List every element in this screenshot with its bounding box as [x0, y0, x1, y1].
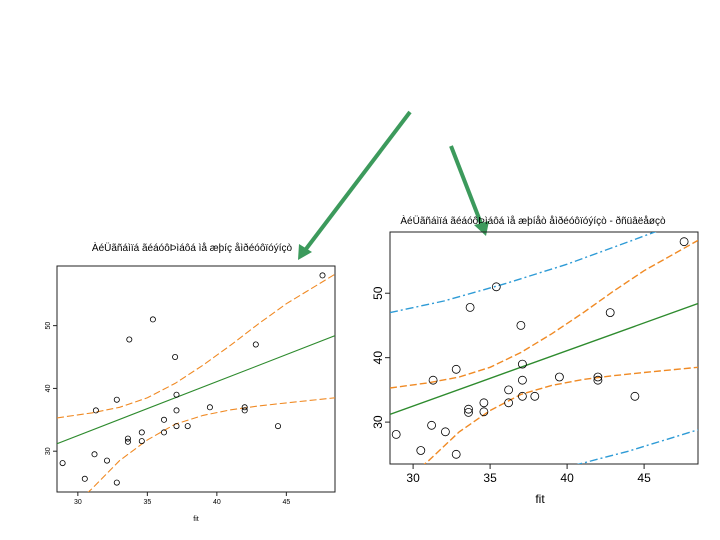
data-point: [479, 398, 489, 408]
data-point: [138, 438, 145, 445]
data-point: [440, 427, 450, 437]
data-point: [124, 435, 131, 442]
data-point: [391, 429, 401, 439]
data-point: [518, 375, 527, 385]
data-point: [173, 391, 180, 398]
annotation-arrows: [298, 110, 489, 260]
x-axis-label: fit: [535, 492, 545, 506]
data-point: [679, 237, 689, 247]
data-point: [172, 353, 179, 360]
data-point: [274, 423, 281, 430]
data-point: [630, 391, 640, 401]
x-tick-label: 45: [637, 471, 651, 485]
data-point: [451, 449, 461, 459]
y-tick-label: 40: [45, 384, 52, 392]
x-tick-label: 30: [74, 499, 82, 506]
data-point: [138, 429, 145, 436]
band-lines: [390, 232, 698, 464]
y-tick-label: 40: [371, 351, 385, 365]
band-lines: [57, 273, 335, 492]
data-point: [451, 364, 461, 374]
data-point: [427, 420, 437, 430]
data-point: [173, 407, 180, 414]
chart-title: ÀéÜãñáìïá ãéáóôÞìáôá ìå æþíåò åìðéóôïóýí…: [400, 214, 666, 227]
x-tick-label: 35: [483, 471, 497, 485]
y-tick-label: 30: [45, 447, 52, 455]
chart-confidence-prediction-bands: ÀéÜãñáìïá ãéáóôÞìáôá ìå æþíåò åìðéóôïóýí…: [371, 214, 699, 506]
x-tick-label: 30: [406, 471, 420, 485]
data-point: [491, 282, 501, 292]
data-point: [555, 372, 564, 382]
y-tick-label: 50: [45, 322, 52, 330]
data-point: [479, 407, 489, 417]
arrow-to-left-chart: [301, 110, 412, 255]
confidence-band-upper: [57, 273, 335, 419]
data-point: [593, 372, 603, 382]
data-point: [59, 460, 66, 467]
data-point: [518, 359, 527, 369]
data-point: [149, 316, 156, 323]
data-point: [92, 407, 99, 414]
plot-frame: [56, 265, 336, 493]
data-point: [464, 407, 473, 417]
data-point: [104, 457, 111, 464]
data-point: [530, 391, 540, 401]
data-point: [113, 479, 120, 486]
data-point: [464, 404, 473, 414]
fit-line: [57, 335, 335, 445]
data-point: [504, 398, 514, 408]
x-tick-label: 35: [143, 499, 151, 506]
data-point: [518, 391, 527, 401]
fit-line: [390, 302, 698, 416]
confidence-band-upper: [390, 239, 698, 389]
data-point: [126, 336, 133, 343]
data-point: [605, 308, 615, 318]
prediction-band-upper: [390, 232, 657, 314]
data-point: [160, 416, 167, 423]
data-point: [319, 272, 326, 279]
x-axis-label: fit: [193, 516, 199, 523]
prediction-band-lower: [576, 429, 698, 464]
data-point: [184, 423, 191, 430]
data-point: [416, 446, 426, 455]
data-point: [252, 341, 259, 348]
data-point: [173, 423, 180, 430]
data-point: [91, 451, 98, 458]
y-tick-label: 30: [371, 415, 385, 429]
data-point: [241, 407, 248, 414]
plot-frame: [389, 231, 699, 465]
data-point: [113, 396, 120, 403]
data-point: [206, 404, 213, 411]
data-point: [160, 429, 167, 436]
data-point: [241, 404, 248, 411]
x-tick-label: 45: [282, 499, 290, 506]
data-point: [81, 475, 88, 482]
data-point: [124, 438, 131, 445]
data-point: [504, 385, 514, 395]
chart-title: ÀéÜãñáìïá ãéáóôÞìáôá ìå æþíç åìðéóôïóýíç…: [92, 241, 293, 254]
arrow-to-left-chart-head: [298, 244, 312, 260]
confidence-band-lower: [87, 397, 335, 492]
data-point: [428, 375, 438, 385]
confidence-band-lower: [423, 366, 698, 464]
data-point: [465, 302, 475, 312]
x-tick-label: 40: [213, 499, 221, 506]
x-tick-label: 40: [560, 471, 574, 485]
y-tick-label: 50: [371, 286, 385, 300]
chart-confidence-band: ÀéÜãñáìïá ãéáóôÞìáôá ìå æþíç åìðéóôïóýíç…: [45, 241, 336, 523]
data-point: [593, 375, 603, 385]
data-point: [516, 320, 526, 330]
arrow-to-right-chart: [449, 145, 484, 227]
